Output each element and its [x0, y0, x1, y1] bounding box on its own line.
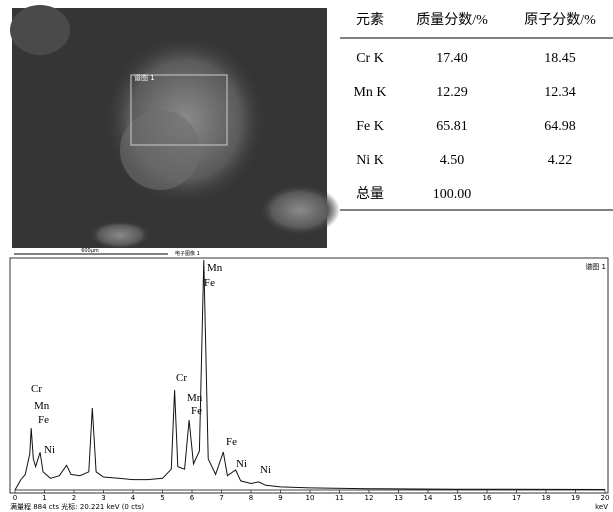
footer: 满量程 884 cts 光标: 20.221 keV (0 cts)	[10, 502, 144, 511]
peak-label: Cr	[176, 372, 187, 384]
chart-title: 谱图 1	[585, 262, 606, 271]
table-cell: 17.40	[436, 51, 468, 66]
peak-label: Mn	[34, 400, 50, 412]
header-cell: 原子分数/%	[524, 12, 596, 28]
peak-label: Fe	[204, 277, 215, 289]
x-tick-label: 0	[13, 494, 17, 502]
peak-label: Mn	[207, 262, 223, 274]
x-tick-label: 6	[190, 494, 195, 502]
x-tick-label: 19	[571, 494, 580, 502]
x-tick-label: 11	[335, 494, 344, 502]
header-cell: 质量分数/%	[416, 12, 488, 28]
table: 元素 质量分数/% 原子分数/% Cr K 17.40 18.45 Mn K 12.29 12.…	[340, 12, 613, 211]
x-tick-label: 20	[601, 494, 610, 502]
x-tick-label: 18	[542, 494, 551, 502]
peak-label: Mn	[187, 392, 203, 404]
scale-label: 600μm	[81, 248, 99, 254]
peak-label: Ni	[44, 444, 55, 456]
x-tick-label: 14	[424, 494, 433, 502]
x-tick-label: 17	[512, 494, 521, 502]
peak-label: Fe	[191, 405, 202, 417]
header-cell: 元素	[356, 12, 384, 28]
table-cell: 18.45	[544, 51, 576, 66]
peak-label: Ni	[260, 464, 271, 476]
peak-label: Fe	[38, 414, 49, 426]
table-cell: 总量	[356, 186, 384, 202]
x-tick-label: 1	[42, 494, 46, 502]
spectrum: 0 1 2 3 4 5 6 7 8 9 10 11 12 13 14 15 16 17 18 19 20CrMnFeNi…	[9, 257, 610, 511]
x-tick-label: 3	[101, 494, 105, 502]
x-tick-label: 16	[483, 494, 492, 502]
table-cell: Ni K	[356, 153, 384, 168]
peak-label: Cr	[31, 383, 42, 395]
x-tick-label: 12	[365, 494, 374, 502]
table-cell: 12.29	[436, 85, 468, 100]
x-tick-label: 13	[394, 494, 403, 502]
x-axis-label: keV	[595, 503, 608, 511]
table-cell: 12.34	[544, 85, 576, 100]
x-tick-label: 8	[249, 494, 253, 502]
spectrum-line	[14, 259, 606, 491]
sem-image: 谱图 1 600μm 电子图像 1	[10, 5, 340, 258]
x-tick-label: 5	[160, 494, 164, 502]
x-tick-label: 7	[219, 494, 223, 502]
image-label: 电子图像 1	[175, 250, 200, 257]
table-cell: 4.50	[440, 153, 465, 168]
table-cell: 64.98	[544, 119, 576, 134]
region-label: 谱图 1	[134, 73, 155, 82]
peak-label: Fe	[226, 436, 237, 448]
peak-label: Ni	[236, 458, 247, 470]
table-cell: Fe K	[356, 119, 384, 134]
table-cell: 100.00	[433, 187, 472, 202]
x-tick-label: 15	[453, 494, 462, 502]
x-tick-label: 10	[306, 494, 315, 502]
x-tick-label: 4	[131, 494, 136, 502]
table-cell: Mn K	[353, 85, 386, 100]
table-cell: Cr K	[356, 51, 384, 66]
x-tick-label: 2	[72, 494, 76, 502]
table-cell: 65.81	[436, 119, 468, 134]
table-cell: 4.22	[548, 153, 573, 168]
x-tick-label: 9	[278, 494, 282, 502]
